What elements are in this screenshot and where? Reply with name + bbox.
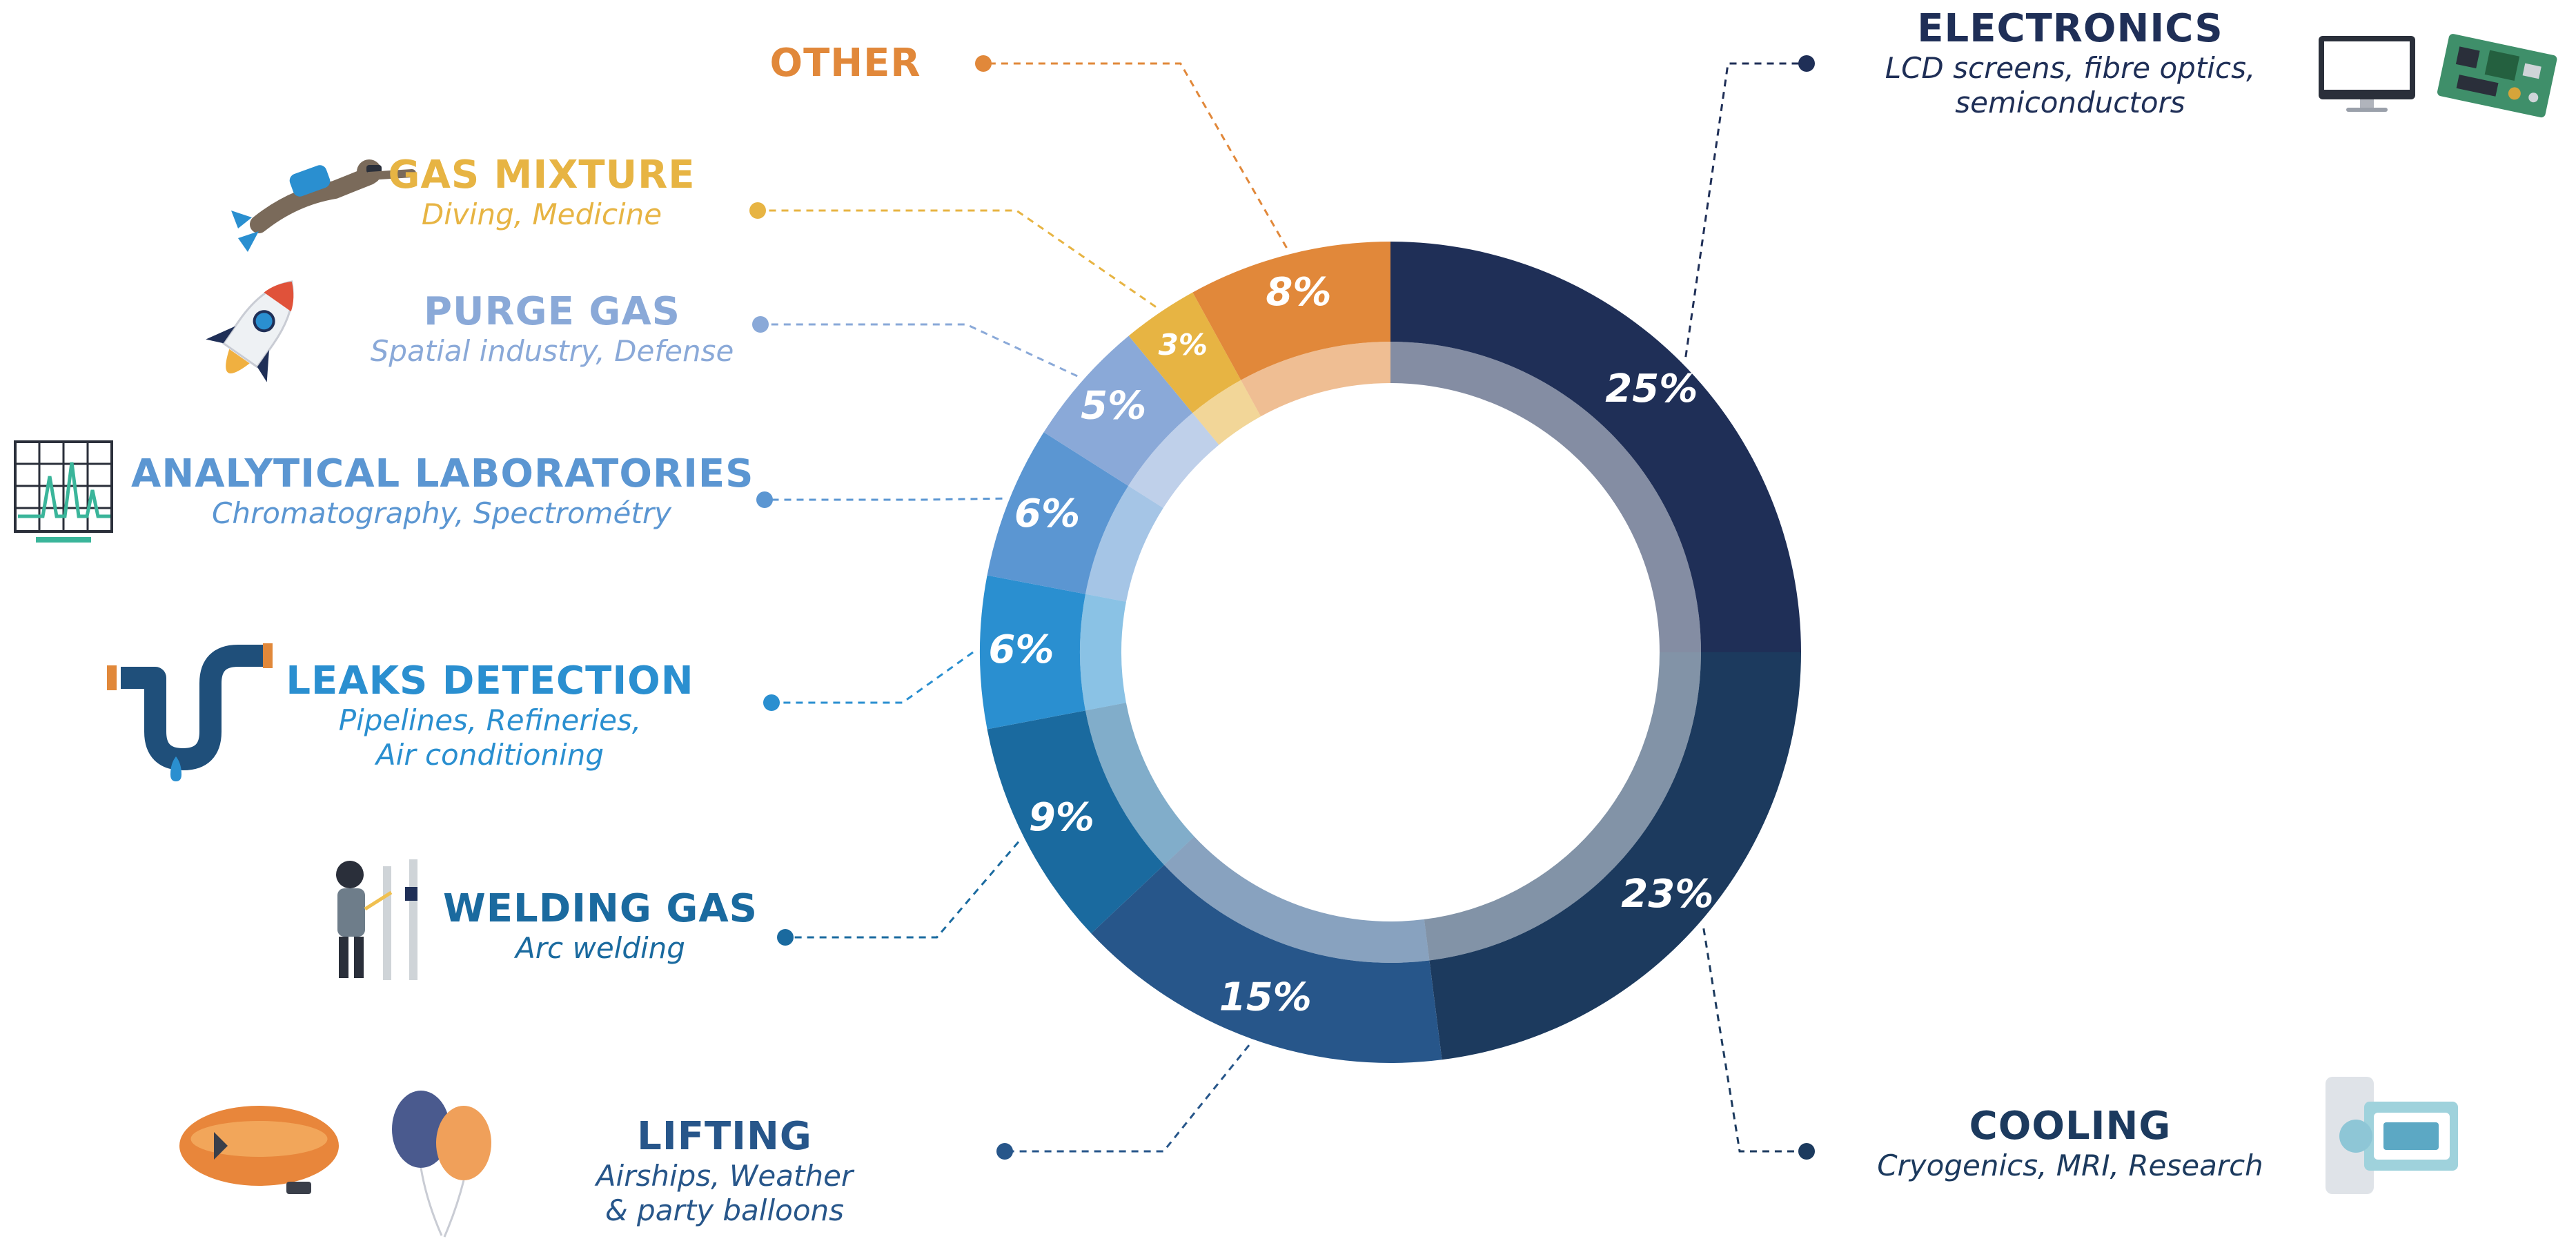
percent-label-leaks-detection: 6% bbox=[988, 627, 1054, 672]
circuit-board-icon bbox=[2437, 34, 2557, 118]
percent-label-lifting: 15% bbox=[1219, 975, 1312, 1020]
diver-icon bbox=[231, 159, 416, 252]
welder-icon bbox=[336, 859, 417, 980]
leader-dot-other bbox=[975, 55, 992, 72]
leader-dot-leaks-detection bbox=[763, 694, 780, 711]
slice-inner-lifting bbox=[1163, 836, 1430, 963]
slice-inner-purge-gas bbox=[1128, 413, 1219, 509]
leader-line-welding-gas bbox=[785, 841, 1020, 939]
leader-dot-electronics bbox=[1798, 55, 1815, 72]
category-subtitle: semiconductors bbox=[1955, 86, 2185, 119]
slice-inner-cooling bbox=[1424, 652, 1701, 961]
leader-dot-lifting bbox=[996, 1143, 1013, 1160]
leader-lines bbox=[749, 55, 1815, 1160]
category-subtitle: LCD screens, fibre optics, bbox=[1885, 51, 2256, 85]
leader-line-other bbox=[983, 62, 1288, 248]
category-subtitle: Cryogenics, MRI, Research bbox=[1877, 1149, 2263, 1182]
label-other: OTHER bbox=[707, 41, 983, 86]
leader-line-electronics bbox=[1684, 62, 1807, 358]
slice-inner-welding-gas bbox=[1085, 703, 1194, 866]
category-subtitle: Pipelines, Refineries, bbox=[338, 703, 642, 737]
label-lifting: LIFTING Airships, Weather & party balloo… bbox=[552, 1115, 897, 1228]
slice-analytical-laboratories bbox=[987, 432, 1129, 594]
slice-inner-leaks-detection bbox=[1080, 594, 1126, 711]
label-cooling: COOLING Cryogenics, MRI, Research bbox=[1822, 1104, 2319, 1183]
slice-inner-analytical-laboratories bbox=[1085, 485, 1163, 602]
category-title: LEAKS DETECTION bbox=[286, 658, 694, 703]
category-title: ANALYTICAL LABORATORIES bbox=[131, 451, 754, 496]
category-title: LIFTING bbox=[637, 1114, 812, 1159]
label-leaks-detection: LEAKS DETECTION Pipelines, Refineries, A… bbox=[283, 659, 697, 772]
label-analytical-laboratories: ANALYTICAL LABORATORIES Chromatography, … bbox=[131, 451, 754, 531]
category-subtitle: & party balloons bbox=[604, 1193, 845, 1227]
mri-scanner-icon bbox=[2326, 1077, 2458, 1194]
category-subtitle: Spatial industry, Defense bbox=[370, 334, 734, 368]
percent-label-other: 8% bbox=[1266, 270, 1331, 315]
percent-label-analytical-laboratories: 6% bbox=[1014, 491, 1080, 536]
rocket-icon bbox=[206, 280, 294, 382]
category-subtitle: Diving, Medicine bbox=[421, 197, 662, 231]
leader-line-gas-mixture bbox=[758, 209, 1157, 308]
pipe-leak-icon bbox=[107, 643, 273, 781]
category-subtitle: Chromatography, Spectrométry bbox=[212, 496, 671, 530]
slice-inner-gas-mixture bbox=[1192, 380, 1261, 445]
category-subtitle: Arc welding bbox=[515, 931, 685, 965]
slice-lifting bbox=[1091, 865, 1442, 1063]
leader-dot-gas-mixture bbox=[749, 202, 766, 219]
percent-label-gas-mixture: 3% bbox=[1159, 328, 1208, 362]
slice-inner-electronics bbox=[1390, 342, 1701, 652]
percent-label-purge-gas: 5% bbox=[1081, 383, 1146, 428]
category-title: GAS MIXTURE bbox=[388, 153, 696, 197]
donut-slices bbox=[980, 242, 1801, 1063]
percent-labels: 25% 23% 15% 9% 6% 6% 5% 3% 8% bbox=[988, 270, 1713, 1020]
leader-line-leaks-detection bbox=[771, 651, 974, 704]
leader-dot-welding-gas bbox=[777, 929, 794, 946]
category-subtitle: Air conditioning bbox=[375, 738, 604, 772]
slice-welding-gas bbox=[987, 710, 1164, 934]
slice-gas-mixture bbox=[1128, 292, 1241, 413]
monitor-icon bbox=[2319, 36, 2415, 112]
category-subtitle: Airships, Weather bbox=[596, 1159, 854, 1193]
leader-line-cooling bbox=[1702, 928, 1807, 1153]
category-icons bbox=[14, 34, 2557, 1238]
balloons-icon bbox=[392, 1091, 491, 1238]
slice-electronics bbox=[1390, 242, 1801, 652]
leader-dot-analytical-laboratories bbox=[756, 491, 773, 508]
leader-line-purge-gas bbox=[760, 323, 1078, 378]
airship-icon bbox=[179, 1106, 339, 1194]
slice-inner-other bbox=[1241, 342, 1390, 417]
category-title: COOLING bbox=[1969, 1104, 2172, 1149]
percent-label-electronics: 25% bbox=[1605, 367, 1698, 411]
leader-line-analytical-laboratories bbox=[765, 497, 1003, 501]
category-title: OTHER bbox=[769, 41, 921, 86]
percent-label-welding-gas: 9% bbox=[1029, 795, 1094, 840]
leader-dot-cooling bbox=[1798, 1143, 1815, 1160]
label-electronics: ELECTRONICS LCD screens, fibre optics, s… bbox=[1849, 7, 2291, 120]
slice-other bbox=[1192, 242, 1390, 380]
slice-cooling bbox=[1429, 652, 1801, 1060]
leader-dot-purge-gas bbox=[752, 316, 769, 333]
label-purge-gas: PURGE GAS Spatial industry, Defense bbox=[359, 290, 745, 369]
category-title: PURGE GAS bbox=[424, 289, 680, 334]
leader-line-lifting bbox=[1005, 1044, 1250, 1153]
label-welding-gas: WELDING GAS Arc welding bbox=[428, 887, 773, 966]
label-gas-mixture: GAS MIXTURE Diving, Medicine bbox=[376, 153, 707, 232]
category-title: ELECTRONICS bbox=[1917, 6, 2223, 51]
slice-leaks-detection bbox=[980, 575, 1085, 730]
chromatogram-icon bbox=[14, 440, 113, 543]
slice-purge-gas bbox=[1043, 335, 1193, 486]
percent-label-cooling: 23% bbox=[1621, 872, 1713, 917]
category-title: WELDING GAS bbox=[443, 886, 758, 931]
